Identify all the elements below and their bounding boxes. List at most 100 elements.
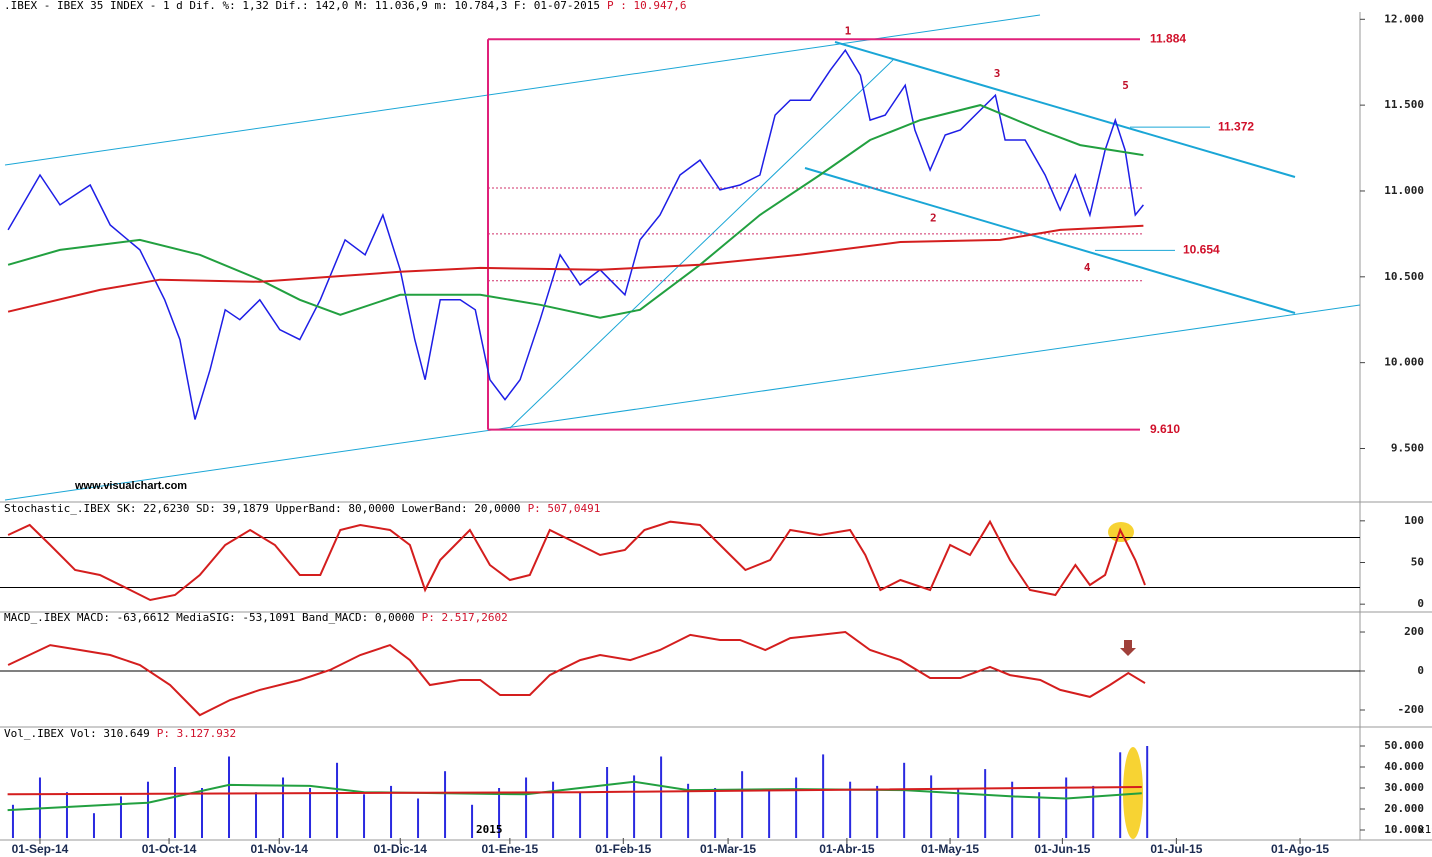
panel-price: P: 507,0491 <box>528 502 601 515</box>
level-label: 10.654 <box>1183 243 1220 257</box>
y-tick-label: 10.000 <box>1384 356 1424 369</box>
x-tick-label: 01-Nov-14 <box>251 842 309 856</box>
volume-bar <box>876 785 879 838</box>
x-tick-label: 01-May-15 <box>921 842 979 856</box>
panel-title: MACD_.IBEX MACD: -63,6612 MediaSIG: -53,… <box>4 611 415 624</box>
y-tick-label: 0 <box>1417 664 1424 677</box>
volume-bar <box>498 788 501 838</box>
panel-title: Vol_.IBEX Vol: 310.649 <box>4 727 150 740</box>
y-tick-label: 20.000 <box>1384 802 1424 815</box>
y-tick-label: 12.000 <box>1384 12 1424 25</box>
volume-bar <box>65 792 68 838</box>
y-tick-label: 11.000 <box>1384 184 1424 197</box>
panel-price: P : 10.947,6 <box>607 0 686 12</box>
volume-bar <box>146 781 149 838</box>
volume-bar <box>606 767 609 838</box>
panel-price: P: 3.127.932 <box>157 727 236 740</box>
volume-bar <box>957 788 960 838</box>
series-line <box>7 519 1146 602</box>
y-tick-label: 200 <box>1404 625 1424 638</box>
volume-bar <box>282 777 285 838</box>
series-line <box>7 224 1144 313</box>
volume-bar <box>1038 792 1041 838</box>
wave-label: 5 <box>1122 79 1129 92</box>
y-tick-label: 50 <box>1411 556 1424 569</box>
volume-bar <box>119 796 122 838</box>
panel-frames <box>0 12 1432 841</box>
volume-bar <box>660 756 663 838</box>
x-tick-label: 01-Oct-14 <box>142 842 197 856</box>
volume-bar <box>903 762 906 838</box>
year-label: 2015 <box>476 823 503 836</box>
volume-bar <box>795 777 798 838</box>
panel-price: P: 2.517,2602 <box>422 611 508 624</box>
volume-bar <box>471 804 474 838</box>
y-tick-label: 40.000 <box>1384 760 1424 773</box>
x-tick-label: 01-Abr-15 <box>819 842 875 856</box>
volume-bar <box>579 792 582 838</box>
volume-bar <box>309 788 312 838</box>
volume-bar <box>11 804 14 838</box>
watermark: www.visualchart.com <box>74 480 187 492</box>
y-tick-label: 11.500 <box>1384 98 1424 111</box>
series-line <box>7 786 1142 796</box>
x-tick-label: 01-Jun-15 <box>1034 842 1090 856</box>
y-tick-label: -200 <box>1398 703 1425 716</box>
x-tick-label: 01-Sep-14 <box>12 842 69 856</box>
y-tick-label: 50.000 <box>1384 739 1424 752</box>
x-tick-label: 01-Ago-15 <box>1271 842 1329 856</box>
volume-bar <box>363 794 366 838</box>
volume-bar <box>1092 785 1095 838</box>
unit-label: x10 <box>1418 823 1432 836</box>
wave-label: 1 <box>845 24 852 37</box>
panel-title: Stochastic_.IBEX SK: 22,6230 SD: 39,1879… <box>4 502 521 515</box>
volume-bar <box>984 769 987 838</box>
y-tick-label: 30.000 <box>1384 781 1424 794</box>
volume-bar <box>92 813 95 838</box>
level-label: 11.884 <box>1150 31 1186 45</box>
volume-bar <box>687 783 690 838</box>
volume-bar <box>741 771 744 838</box>
panel-title: .IBEX - IBEX 35 INDEX - 1 d Dif. %: 1,32… <box>4 0 600 12</box>
volume-bar <box>525 777 528 838</box>
volume-bar <box>255 792 258 838</box>
series-line <box>7 780 1142 812</box>
series-line <box>7 630 1146 717</box>
volume-bar <box>768 790 771 838</box>
wave-label: 4 <box>1084 261 1091 274</box>
volume-bar <box>930 775 933 838</box>
arrow <box>1120 640 1136 656</box>
volume-bar <box>633 775 636 838</box>
y-tick-label: 100 <box>1404 514 1424 527</box>
volume-bar <box>849 781 852 838</box>
volume-bar <box>1011 781 1014 838</box>
x-tick-label: 01-Feb-15 <box>595 842 651 856</box>
y-tick-label: 10.000 <box>1384 823 1424 836</box>
volume-bar <box>417 798 420 838</box>
x-tick-label: 01-Ene-15 <box>482 842 539 856</box>
volume-bar <box>173 767 176 838</box>
volume-bar <box>714 788 717 838</box>
level-label: 11.372 <box>1218 119 1254 133</box>
volume-bar <box>390 785 393 838</box>
y-tick-label: 0 <box>1417 597 1424 610</box>
y-tick-label: 10.500 <box>1384 270 1424 283</box>
volume-bar <box>228 756 231 838</box>
x-tick-label: 01-Mar-15 <box>700 842 756 856</box>
x-tick-label: 01-Dic-14 <box>374 842 428 856</box>
level-label: 9.610 <box>1150 422 1180 436</box>
volume-bar <box>1065 777 1068 838</box>
y-tick-label: 9.500 <box>1391 441 1424 454</box>
volume-bar <box>444 771 447 838</box>
wave-label: 2 <box>930 211 937 224</box>
series-line <box>7 104 1144 319</box>
x-tick-label: 01-Jul-15 <box>1150 842 1202 856</box>
volume-bar <box>201 788 204 838</box>
volume-bar <box>336 762 339 838</box>
volume-bar <box>1146 746 1149 838</box>
volume-bar <box>552 781 555 838</box>
volume-bar <box>822 754 825 838</box>
wave-label: 3 <box>994 67 1001 80</box>
